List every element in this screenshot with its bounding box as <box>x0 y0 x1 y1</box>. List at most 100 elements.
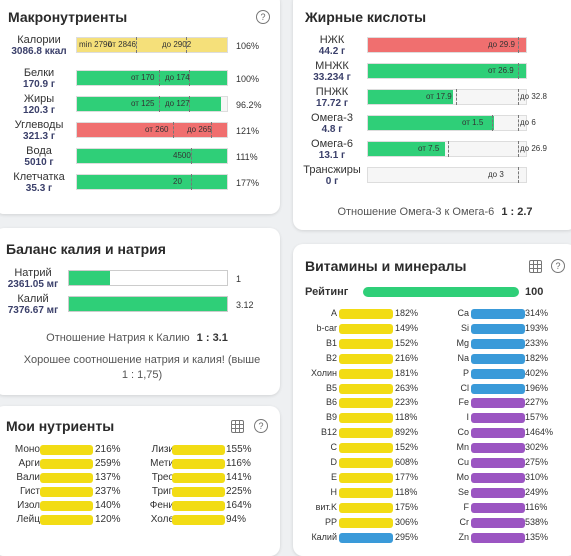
nutrient-name: Вода 5010 г <box>4 145 74 169</box>
vitamin-bar <box>471 383 525 394</box>
range-start-label: от 17.9 <box>426 92 452 101</box>
fat-label: НЖК <box>319 34 345 46</box>
mineral-name: Натрий 2361.05 мг <box>0 267 68 291</box>
nutrient-name: Калории 3086.8 ккал <box>4 35 74 58</box>
vitamin-percent: 182% <box>395 308 419 318</box>
progress-bar <box>68 296 228 312</box>
vitamin-percent: 1464% <box>525 427 554 438</box>
macro-row: Клетчатка 35.3 г 20 177% <box>0 172 280 200</box>
vitamin-label: Mg <box>456 337 469 348</box>
vitamin-percent: 118% <box>395 412 418 423</box>
omega-ratio-label: Отношение Омега-3 к Омега-6 <box>337 206 495 218</box>
macro-row: Вода 5010 г 4500 111% <box>0 146 280 174</box>
rating-value: 100 <box>525 286 544 298</box>
my-nutrient-bar <box>172 473 225 483</box>
percent-label: 121% <box>236 126 260 136</box>
norm-label: 20 <box>173 177 182 186</box>
range-start-marker <box>173 122 174 138</box>
range-end-marker <box>189 96 190 112</box>
vitamin-bar <box>471 472 525 483</box>
percent-label: 100% <box>236 74 260 84</box>
vitamin-label: I <box>466 412 469 423</box>
progress-fill <box>77 38 227 52</box>
my-nutrient-bar <box>172 459 225 469</box>
vitamin-bar <box>471 353 525 364</box>
fat-value: 13.1 г <box>318 150 346 161</box>
vitamin-bar <box>339 517 393 528</box>
help-icon[interactable]: ? <box>551 259 565 273</box>
my-nutrient-label: Моно <box>14 444 40 455</box>
range-start-label: от 125 <box>131 99 155 108</box>
mineral-label: Натрий <box>14 267 52 279</box>
vitamin-label: Fe <box>458 397 469 408</box>
rating-label: Рейтинг <box>305 286 349 298</box>
progress-fill <box>69 297 227 311</box>
vitamin-bar <box>339 458 393 468</box>
vitamin-label: Ca <box>457 308 469 318</box>
vitamin-bar <box>339 383 393 394</box>
my-nutrient-percent: 94% <box>226 514 247 525</box>
percent-label: 177% <box>236 178 260 188</box>
omega-ratio: Отношение Омега-3 к Омега-6 1 : 2.7 <box>293 206 571 218</box>
vitamin-bar <box>471 368 525 379</box>
fat-name: Омега-3 4.8 г <box>297 112 367 136</box>
range-end-label: до 32.8 <box>520 92 547 101</box>
nutrient-label: Вода <box>26 145 52 157</box>
my-nutrient-percent: 141% <box>226 472 252 483</box>
vitamin-percent: 302% <box>525 442 549 453</box>
vitamin-percent: 314% <box>525 308 549 318</box>
mine-title: Мои нутриенты <box>6 418 115 434</box>
vitamin-label: B2 <box>325 352 337 363</box>
fat-label: Трансжиры <box>303 164 361 176</box>
help-icon[interactable]: ? <box>256 10 270 24</box>
fat-label: ПНЖК <box>315 86 349 98</box>
fat-name: МНЖК 33.234 г <box>297 61 367 84</box>
nutrient-value: 3086.8 ккал <box>11 46 67 57</box>
table-icon[interactable] <box>231 420 244 433</box>
my-nutrient-label: Фени <box>149 500 174 511</box>
progress-bar: до 3 <box>367 167 527 183</box>
mineral-name: Калий 7376.67 мг <box>0 294 68 317</box>
table-icon[interactable] <box>529 260 542 273</box>
vitamin-percent: 196% <box>525 382 549 393</box>
vitamin-percent: 149% <box>395 322 419 333</box>
progress-bar: 4500 <box>76 148 228 164</box>
my-nutrient-label: Трео <box>151 472 174 483</box>
fats-card: Жирные кислоты НЖК 44.2 г до 29.9 МНЖК 33.23… <box>293 0 571 230</box>
vitamin-bar <box>471 413 525 424</box>
mineral-value: 2361.05 мг <box>7 279 59 290</box>
vitamin-label: Калий <box>311 531 337 542</box>
my-nutrient-percent: 216% <box>95 444 121 455</box>
kna-ratio: Отношение Натрия к Калию 1 : 3.1 <box>0 332 280 344</box>
vitamin-percent: 249% <box>525 486 549 497</box>
fat-row: ПНЖК 17.72 г от 17.9 до 32.8 <box>293 87 571 115</box>
progress-bar: от 1.5 до 6 <box>367 115 536 131</box>
kna-row: Калий 7376.67 мг 3.12 <box>0 294 280 322</box>
vitamin-bar <box>339 353 393 364</box>
vitamin-percent: 263% <box>395 382 419 393</box>
vitamin-bar <box>339 309 393 319</box>
vitamin-percent: 118% <box>395 486 418 497</box>
percent-label: 96.2% <box>236 100 262 110</box>
vitamin-bar <box>471 458 525 468</box>
fat-label: Омега-3 <box>311 112 353 124</box>
range-start-marker <box>159 96 160 112</box>
progress-fill <box>368 116 495 130</box>
vitamin-bar <box>339 368 393 379</box>
vitamin-bar <box>339 472 393 483</box>
vitamin-label: Se <box>457 486 469 497</box>
range-end-label: до 2902 <box>162 40 192 49</box>
nutrient-label: Углеводы <box>14 119 64 131</box>
vitamin-bar <box>471 398 525 409</box>
progress-bar: до 29.9 <box>367 37 527 53</box>
my-nutrient-percent: 155% <box>226 444 252 455</box>
my-nutrient-label: Лейц <box>16 514 40 525</box>
range-end-label: до 29.9 <box>488 40 515 49</box>
vitamin-bar <box>339 443 393 454</box>
range-start-label: от 2846 <box>108 40 136 49</box>
macro-row: Жиры 120.3 г от 125 до 127 96.2% <box>0 94 280 122</box>
progress-fill <box>368 64 526 78</box>
my-nutrient-bar <box>172 445 225 455</box>
help-icon[interactable]: ? <box>254 419 268 433</box>
range-end-label: до 26.9 <box>520 144 547 153</box>
